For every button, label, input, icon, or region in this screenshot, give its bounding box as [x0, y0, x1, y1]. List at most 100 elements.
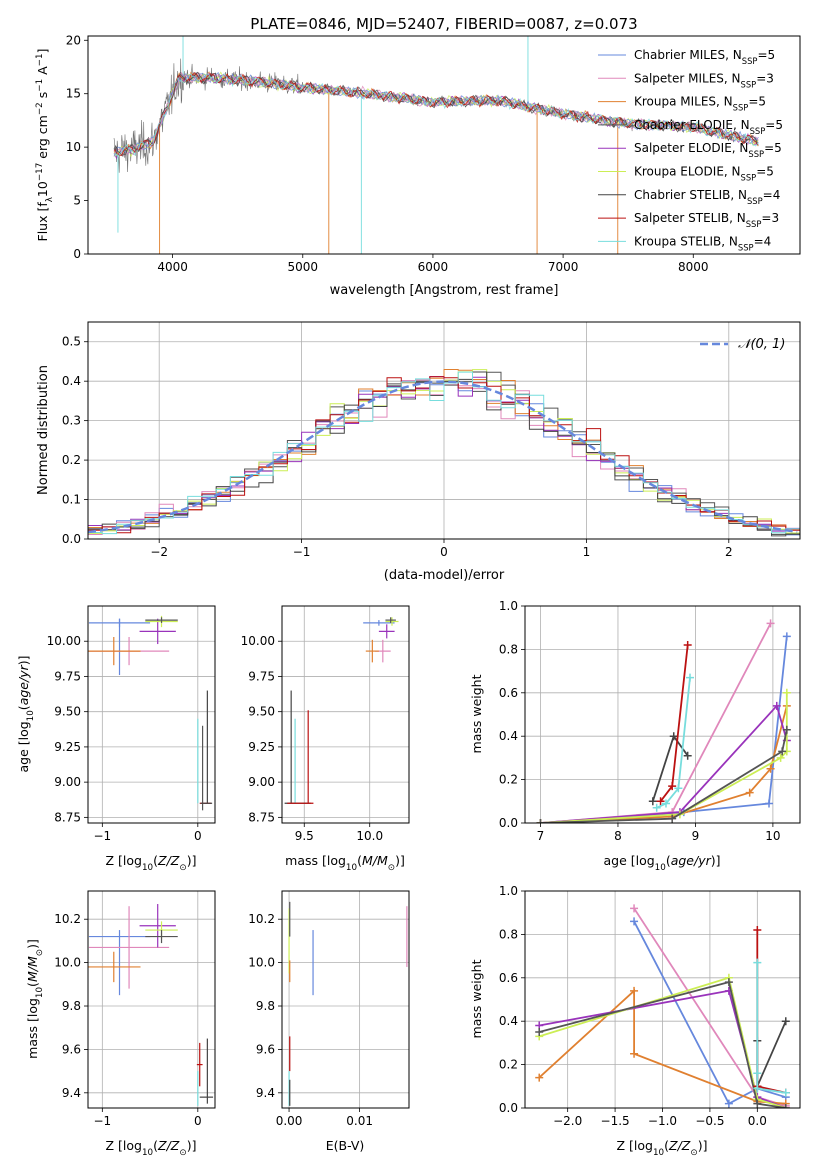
- axes-frame: [87, 605, 216, 824]
- plus-marker: [724, 1099, 733, 1108]
- label-part: 10: [35, 987, 45, 998]
- y-tick-label: 0.8: [499, 927, 518, 941]
- plus-marker: [765, 799, 774, 808]
- x-tick-label: 10: [765, 829, 780, 843]
- y-tick-label: 9.8: [256, 999, 275, 1013]
- legend-entry: Kroupa MILES, NSSP=5: [634, 95, 766, 113]
- label-part: 10: [35, 181, 50, 197]
- plus-marker: [781, 1088, 790, 1097]
- label-part: Chabrier ELODIE, N: [634, 118, 750, 132]
- weight-series-line: [659, 645, 689, 802]
- label-part: 10: [142, 863, 153, 873]
- x-tick-label: 5000: [287, 260, 318, 274]
- label-part: =5: [765, 118, 783, 132]
- plus-marker: [686, 673, 694, 682]
- label-part: A: [35, 66, 50, 79]
- label-part: Chabrier STELIB, N: [634, 188, 747, 202]
- y-tick-label: 9.4: [62, 1086, 81, 1100]
- label-part: −1: [35, 53, 45, 66]
- label-part: mass [log: [25, 998, 40, 1059]
- model-spectrum-line: [113, 71, 759, 156]
- plus-marker: [661, 799, 670, 808]
- axes-frame: [524, 605, 801, 824]
- axes-spectrum: 4000 5000 6000 7000 8000 0 5 10 15 20: [66, 33, 801, 274]
- y-tick-label: 9.75: [248, 669, 275, 683]
- label-part: Z/Z: [157, 853, 180, 868]
- label-part: ⊙: [690, 1148, 697, 1158]
- label-part: Z/Z: [157, 1138, 180, 1153]
- x-tick-label: −2: [150, 545, 168, 559]
- x-tick-label: 7: [537, 829, 545, 843]
- x-tick-label: 7000: [548, 260, 579, 274]
- axes-residuals: −2 −1 0 1 2 0.0 0.1 0.2 0.3 0.4 0.5: [62, 321, 801, 559]
- y-tick-label: 0.1: [62, 493, 81, 507]
- label-part: age/yr: [16, 664, 31, 705]
- label-part: )]: [187, 853, 197, 868]
- label-part: (: [153, 1138, 158, 1153]
- y-tick-label: 0.0: [62, 532, 81, 546]
- y-tick-label: 9.00: [54, 775, 81, 789]
- legend-entry: Chabrier ELODIE, NSSP=5: [634, 118, 783, 136]
- x-tick-label: 0.0: [748, 1114, 767, 1128]
- plus-marker: [776, 753, 785, 762]
- x-tick-label: −1: [93, 829, 111, 843]
- weight-age-x-label: age [log10(age/yr)]: [603, 853, 720, 873]
- y-tick-label: 10.00: [241, 634, 275, 648]
- histogram-x-label: (data-model)/error: [384, 568, 505, 583]
- y-tick-label: 1.0: [499, 884, 518, 898]
- label-part: SSP: [747, 196, 763, 206]
- axes-frame: [87, 35, 801, 255]
- plus-marker: [630, 986, 639, 995]
- plus-marker: [668, 814, 677, 823]
- plus-marker: [781, 1017, 790, 1026]
- label-part: (: [153, 853, 158, 868]
- x-tick-label: 4000: [157, 260, 188, 274]
- y-tick-label: 0.0: [499, 816, 518, 830]
- y-tick-label: 9.50: [54, 705, 81, 719]
- y-tick-label: 0.5: [62, 335, 81, 349]
- label-part: ⊙: [179, 1148, 186, 1158]
- x-tick-label: 0.01: [346, 1114, 373, 1128]
- histogram-step-line: [88, 371, 800, 539]
- plot-area-weight-vs-Z: [535, 904, 790, 1108]
- y-tick-label: 10.0: [248, 956, 275, 970]
- label-part: Salpeter STELIB, N: [634, 211, 746, 225]
- axes-mass-vs-Z: −1 0 9.4 9.6 9.8 10.0 10.2: [54, 890, 216, 1128]
- plus-marker: [772, 701, 781, 710]
- label-part: ⊙: [35, 949, 45, 956]
- plus-marker: [630, 1049, 639, 1058]
- legend-entry: Chabrier STELIB, NSSP=4: [634, 188, 780, 206]
- label-part: SSP: [750, 126, 766, 136]
- spectrum-title: PLATE=0846, MJD=52407, FIBERID=0087, z=0…: [250, 15, 637, 33]
- weight-Z-y-label: mass weight: [469, 959, 484, 1038]
- spectrum-x-label: wavelength [Angstrom, rest frame]: [330, 283, 559, 298]
- y-tick-label: 9.4: [256, 1086, 275, 1100]
- plot-area-age-vs-mass: [284, 617, 399, 804]
- plus-marker: [668, 782, 677, 791]
- weight-age-y-label: mass weight: [469, 674, 484, 753]
- label-part: M/M: [362, 853, 388, 868]
- plot-area-age-vs-Z: [88, 615, 213, 811]
- plus-marker: [630, 917, 639, 926]
- x-tick-label: 10.0: [356, 829, 383, 843]
- axes-age-vs-mass: 9.5 10.0 8.75 9.00 9.25 9.50 9.75 10.00: [241, 605, 410, 843]
- label-part: s: [35, 92, 50, 103]
- mass-Z-x-label: Z [log10(Z/Z⊙)]: [106, 1138, 197, 1158]
- plus-marker: [674, 784, 683, 793]
- label-part: Z [log: [617, 1138, 653, 1153]
- label-part: (: [666, 853, 671, 868]
- plus-marker: [753, 958, 762, 967]
- x-tick-label: −1: [293, 545, 311, 559]
- plus-marker: [535, 1028, 544, 1037]
- y-tick-label: 0: [73, 247, 81, 261]
- x-tick-label: 8000: [678, 260, 709, 274]
- ebv-x-label: E(B-V): [326, 1138, 365, 1153]
- plus-marker: [766, 764, 775, 773]
- legend-entry: Salpeter MILES, NSSP=3: [634, 71, 774, 89]
- weight-series-line: [756, 1020, 787, 1087]
- plus-marker: [753, 1069, 762, 1078]
- weight-series-line: [538, 980, 786, 1108]
- age-y-label: age [log10(age/yr)]: [16, 655, 36, 772]
- label-part: 10: [653, 1148, 664, 1158]
- label-part: age/yr: [671, 853, 712, 868]
